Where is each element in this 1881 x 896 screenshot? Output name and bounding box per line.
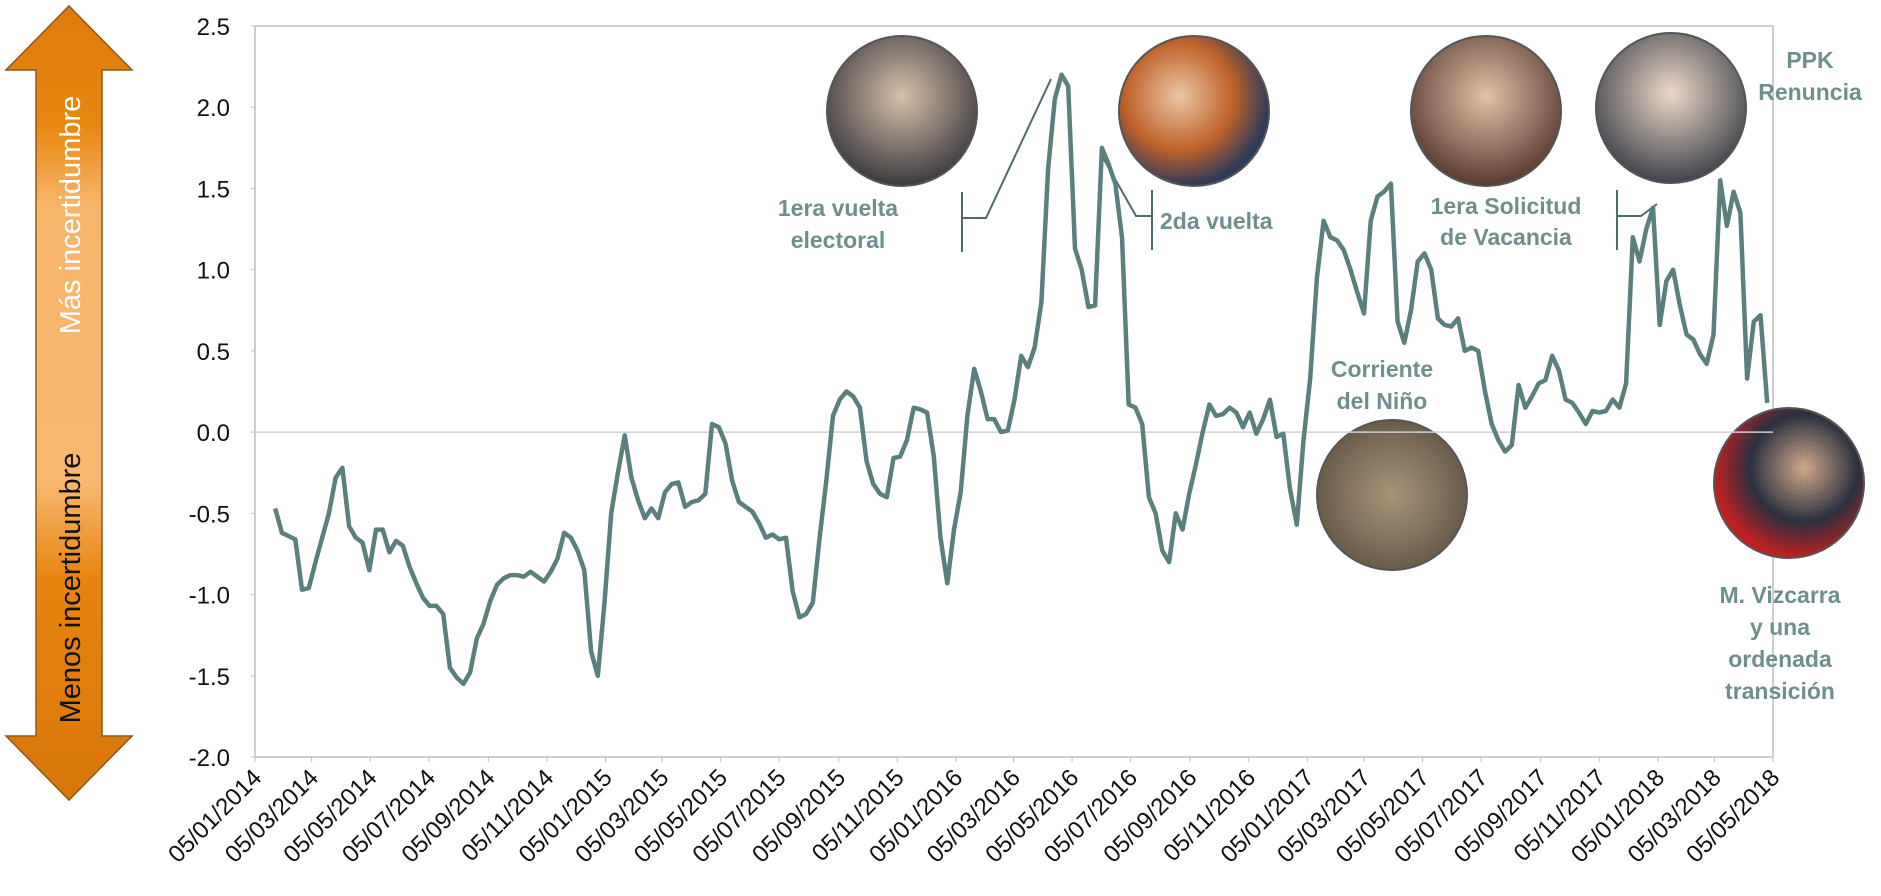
annotation: 1era vuelta xyxy=(778,195,898,221)
photo xyxy=(826,35,978,187)
photo xyxy=(1118,35,1270,187)
annotation: del Niño xyxy=(1337,388,1428,414)
leader-line xyxy=(961,78,1052,252)
annotation: electoral xyxy=(791,227,886,253)
y-tick-label: -1.5 xyxy=(189,664,230,691)
y-tick-label: 0.0 xyxy=(197,420,230,447)
annotation: Corriente xyxy=(1331,356,1433,382)
y-tick-label: -1.0 xyxy=(189,583,230,610)
y-tick-label: -2.0 xyxy=(189,745,230,772)
annotation: de Vacancia xyxy=(1440,224,1572,250)
annotation: 2da vuelta xyxy=(1160,208,1273,234)
annotation: Renuncia xyxy=(1758,79,1862,105)
annotation: transición xyxy=(1725,678,1835,704)
photo xyxy=(1410,35,1562,187)
y-tick-label: -0.5 xyxy=(189,501,230,528)
annotation: 1era Solicitud xyxy=(1431,193,1582,219)
y-tick-label: 0.5 xyxy=(197,339,230,366)
y-tick-label: 2.5 xyxy=(197,14,230,41)
uncertainty-arrow: Más incertidumbre Menos incertidumbre xyxy=(4,4,134,802)
annotation: M. Vizcarra xyxy=(1719,582,1840,608)
annotation: ordenada xyxy=(1728,646,1832,672)
photos xyxy=(826,32,1865,571)
y-tick-label: 1.5 xyxy=(197,176,230,203)
photo xyxy=(1713,407,1865,559)
annotation: PPK xyxy=(1786,47,1834,73)
annotation: y una xyxy=(1750,614,1810,640)
arrow-label-up: Más incertidumbre xyxy=(55,96,87,335)
photo xyxy=(1595,32,1747,184)
photo xyxy=(1316,419,1468,571)
arrow-label-down: Menos incertidumbre xyxy=(55,453,87,724)
y-tick-label: 1.0 xyxy=(197,258,230,285)
double-arrow xyxy=(4,4,134,802)
data-line xyxy=(273,72,1770,687)
y-tick-label: 2.0 xyxy=(197,95,230,122)
